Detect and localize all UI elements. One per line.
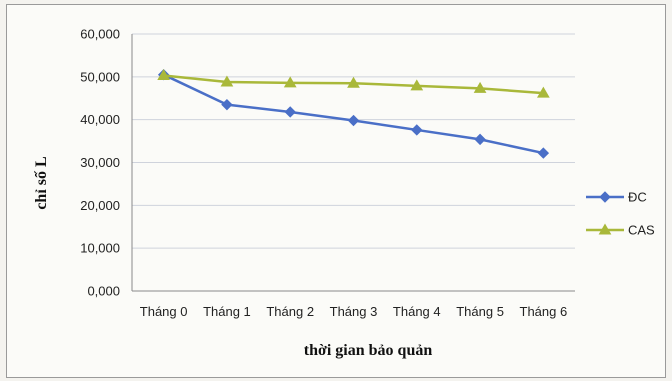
data-point-triangle [410, 79, 424, 91]
data-point-diamond [537, 147, 550, 159]
y-tick-label: 20,000 [80, 198, 120, 213]
data-point-triangle [598, 223, 612, 235]
y-tick-label: 30,000 [80, 155, 120, 170]
x-tick-label: Tháng 1 [203, 304, 251, 319]
data-point-triangle [283, 76, 297, 88]
x-tick-label: Tháng 4 [393, 304, 441, 319]
x-tick-label: Tháng 5 [456, 304, 504, 319]
gridlines [131, 33, 575, 292]
data-point-triangle [220, 75, 234, 87]
legend: ĐC CAS [586, 190, 655, 238]
y-tick-label: 10,000 [80, 241, 120, 256]
data-point-diamond [411, 124, 423, 136]
series-layer [157, 68, 550, 159]
series-CAS [157, 69, 550, 98]
x-axis-title: thời gian bảo quản [304, 342, 433, 359]
data-point-triangle [157, 69, 171, 81]
legend-entry: ĐC [586, 190, 647, 205]
x-tick-label: Tháng 6 [520, 304, 568, 319]
data-point-triangle [536, 86, 550, 98]
data-point-diamond [284, 106, 296, 118]
y-tick-label: 50,000 [80, 69, 120, 84]
x-tick-label: Tháng 2 [266, 304, 314, 319]
y-tick-label: 40,000 [80, 112, 120, 127]
data-point-diamond [599, 191, 611, 203]
y-axis-title: chỉ số L [33, 156, 50, 209]
data-point-diamond [474, 133, 486, 146]
y-axis-ticks: 0,000 10,000 20,000 30,000 40,000 50,000 60,00… [80, 27, 120, 299]
x-axis-ticks: Tháng 0 Tháng 1 Tháng 2 Tháng 3 Tháng 4 Tháng… [140, 304, 567, 319]
data-point-triangle [347, 76, 360, 88]
legend-label: ĐC [628, 190, 647, 205]
y-tick-label: 60,000 [80, 27, 120, 42]
legend-label: CAS [628, 223, 655, 238]
x-tick-label: Tháng 0 [140, 304, 188, 319]
chart-frame [6, 4, 666, 378]
x-tick-label: Tháng 3 [330, 304, 378, 319]
legend-entry: CAS [586, 223, 655, 238]
data-point-diamond [347, 114, 360, 127]
y-tick-label: 0,000 [87, 284, 120, 299]
data-point-diamond [221, 98, 233, 111]
data-point-triangle [473, 81, 487, 93]
